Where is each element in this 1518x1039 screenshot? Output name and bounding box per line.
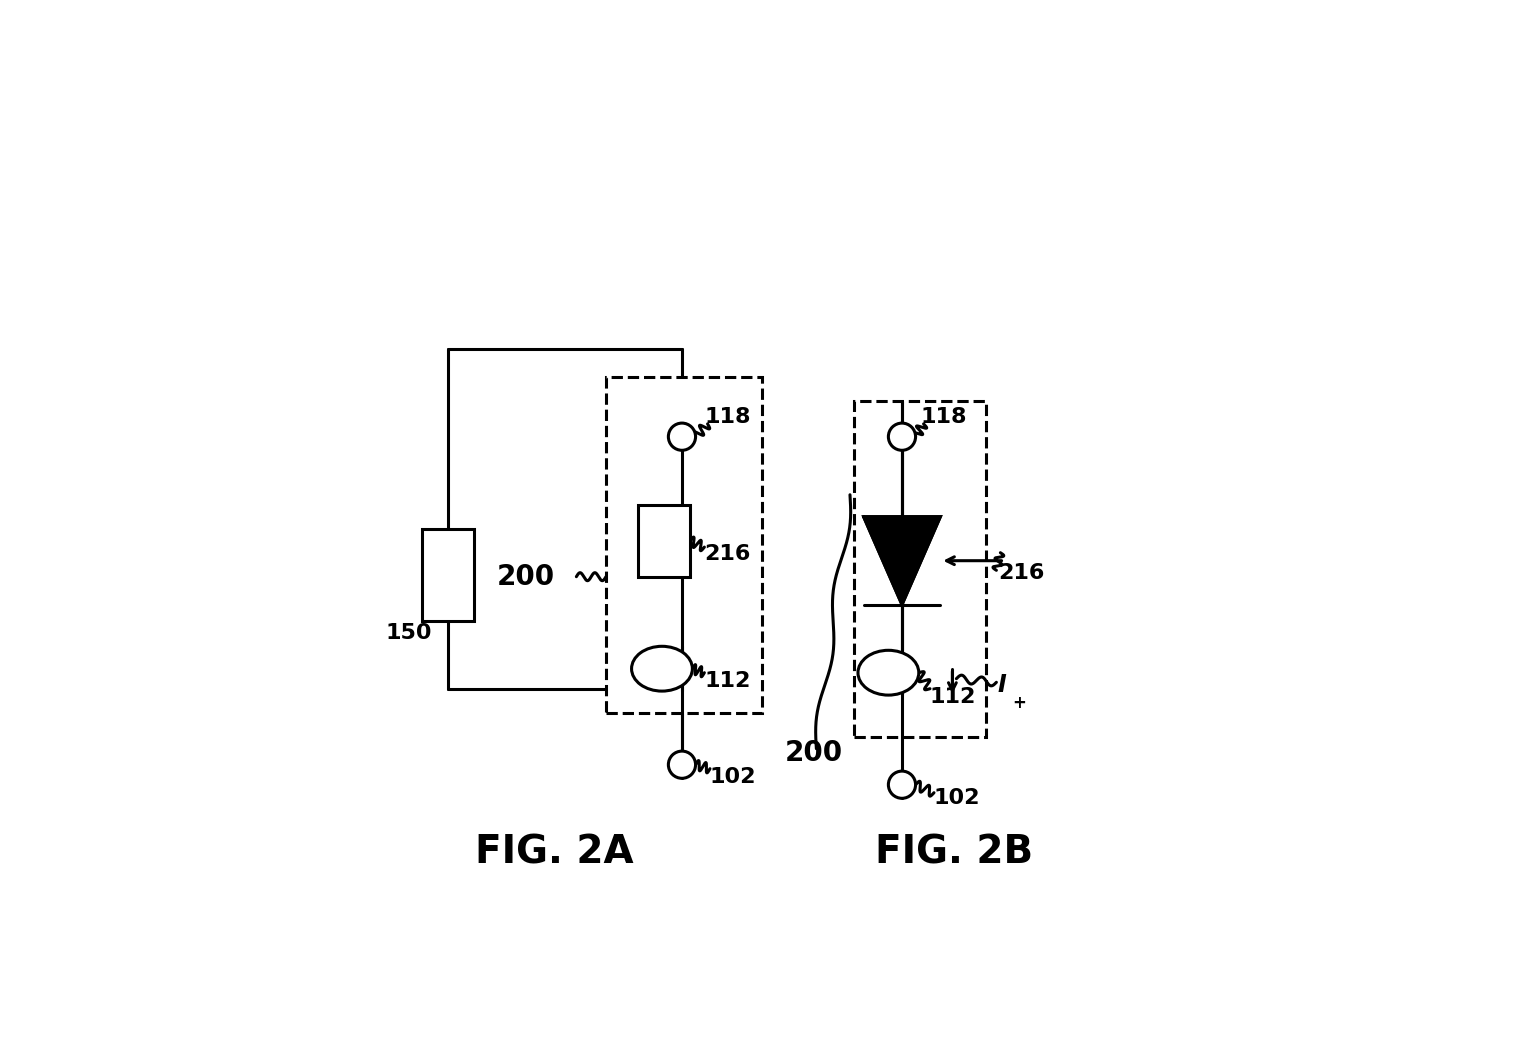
Text: 150: 150 xyxy=(386,622,431,643)
Bar xyxy=(638,505,691,577)
Text: 200: 200 xyxy=(496,563,556,591)
Text: 216: 216 xyxy=(997,563,1044,583)
Ellipse shape xyxy=(631,646,692,691)
Ellipse shape xyxy=(888,771,915,798)
Ellipse shape xyxy=(888,423,915,450)
Bar xyxy=(855,401,987,737)
Text: 102: 102 xyxy=(934,789,981,808)
Ellipse shape xyxy=(668,423,695,450)
Text: 200: 200 xyxy=(785,739,842,767)
Bar xyxy=(606,377,762,713)
Text: I: I xyxy=(997,672,1006,697)
Text: 112: 112 xyxy=(704,671,751,691)
Ellipse shape xyxy=(858,650,918,695)
Text: +: + xyxy=(1013,694,1026,713)
Text: FIG. 2B: FIG. 2B xyxy=(874,833,1034,872)
Text: 102: 102 xyxy=(710,767,756,787)
Text: 216: 216 xyxy=(704,544,751,564)
Bar xyxy=(422,529,474,620)
Text: 112: 112 xyxy=(931,687,976,707)
Text: 118: 118 xyxy=(704,406,751,427)
Polygon shape xyxy=(864,516,940,605)
Text: FIG. 2A: FIG. 2A xyxy=(475,833,633,872)
Text: 118: 118 xyxy=(920,406,967,427)
Ellipse shape xyxy=(668,751,695,778)
